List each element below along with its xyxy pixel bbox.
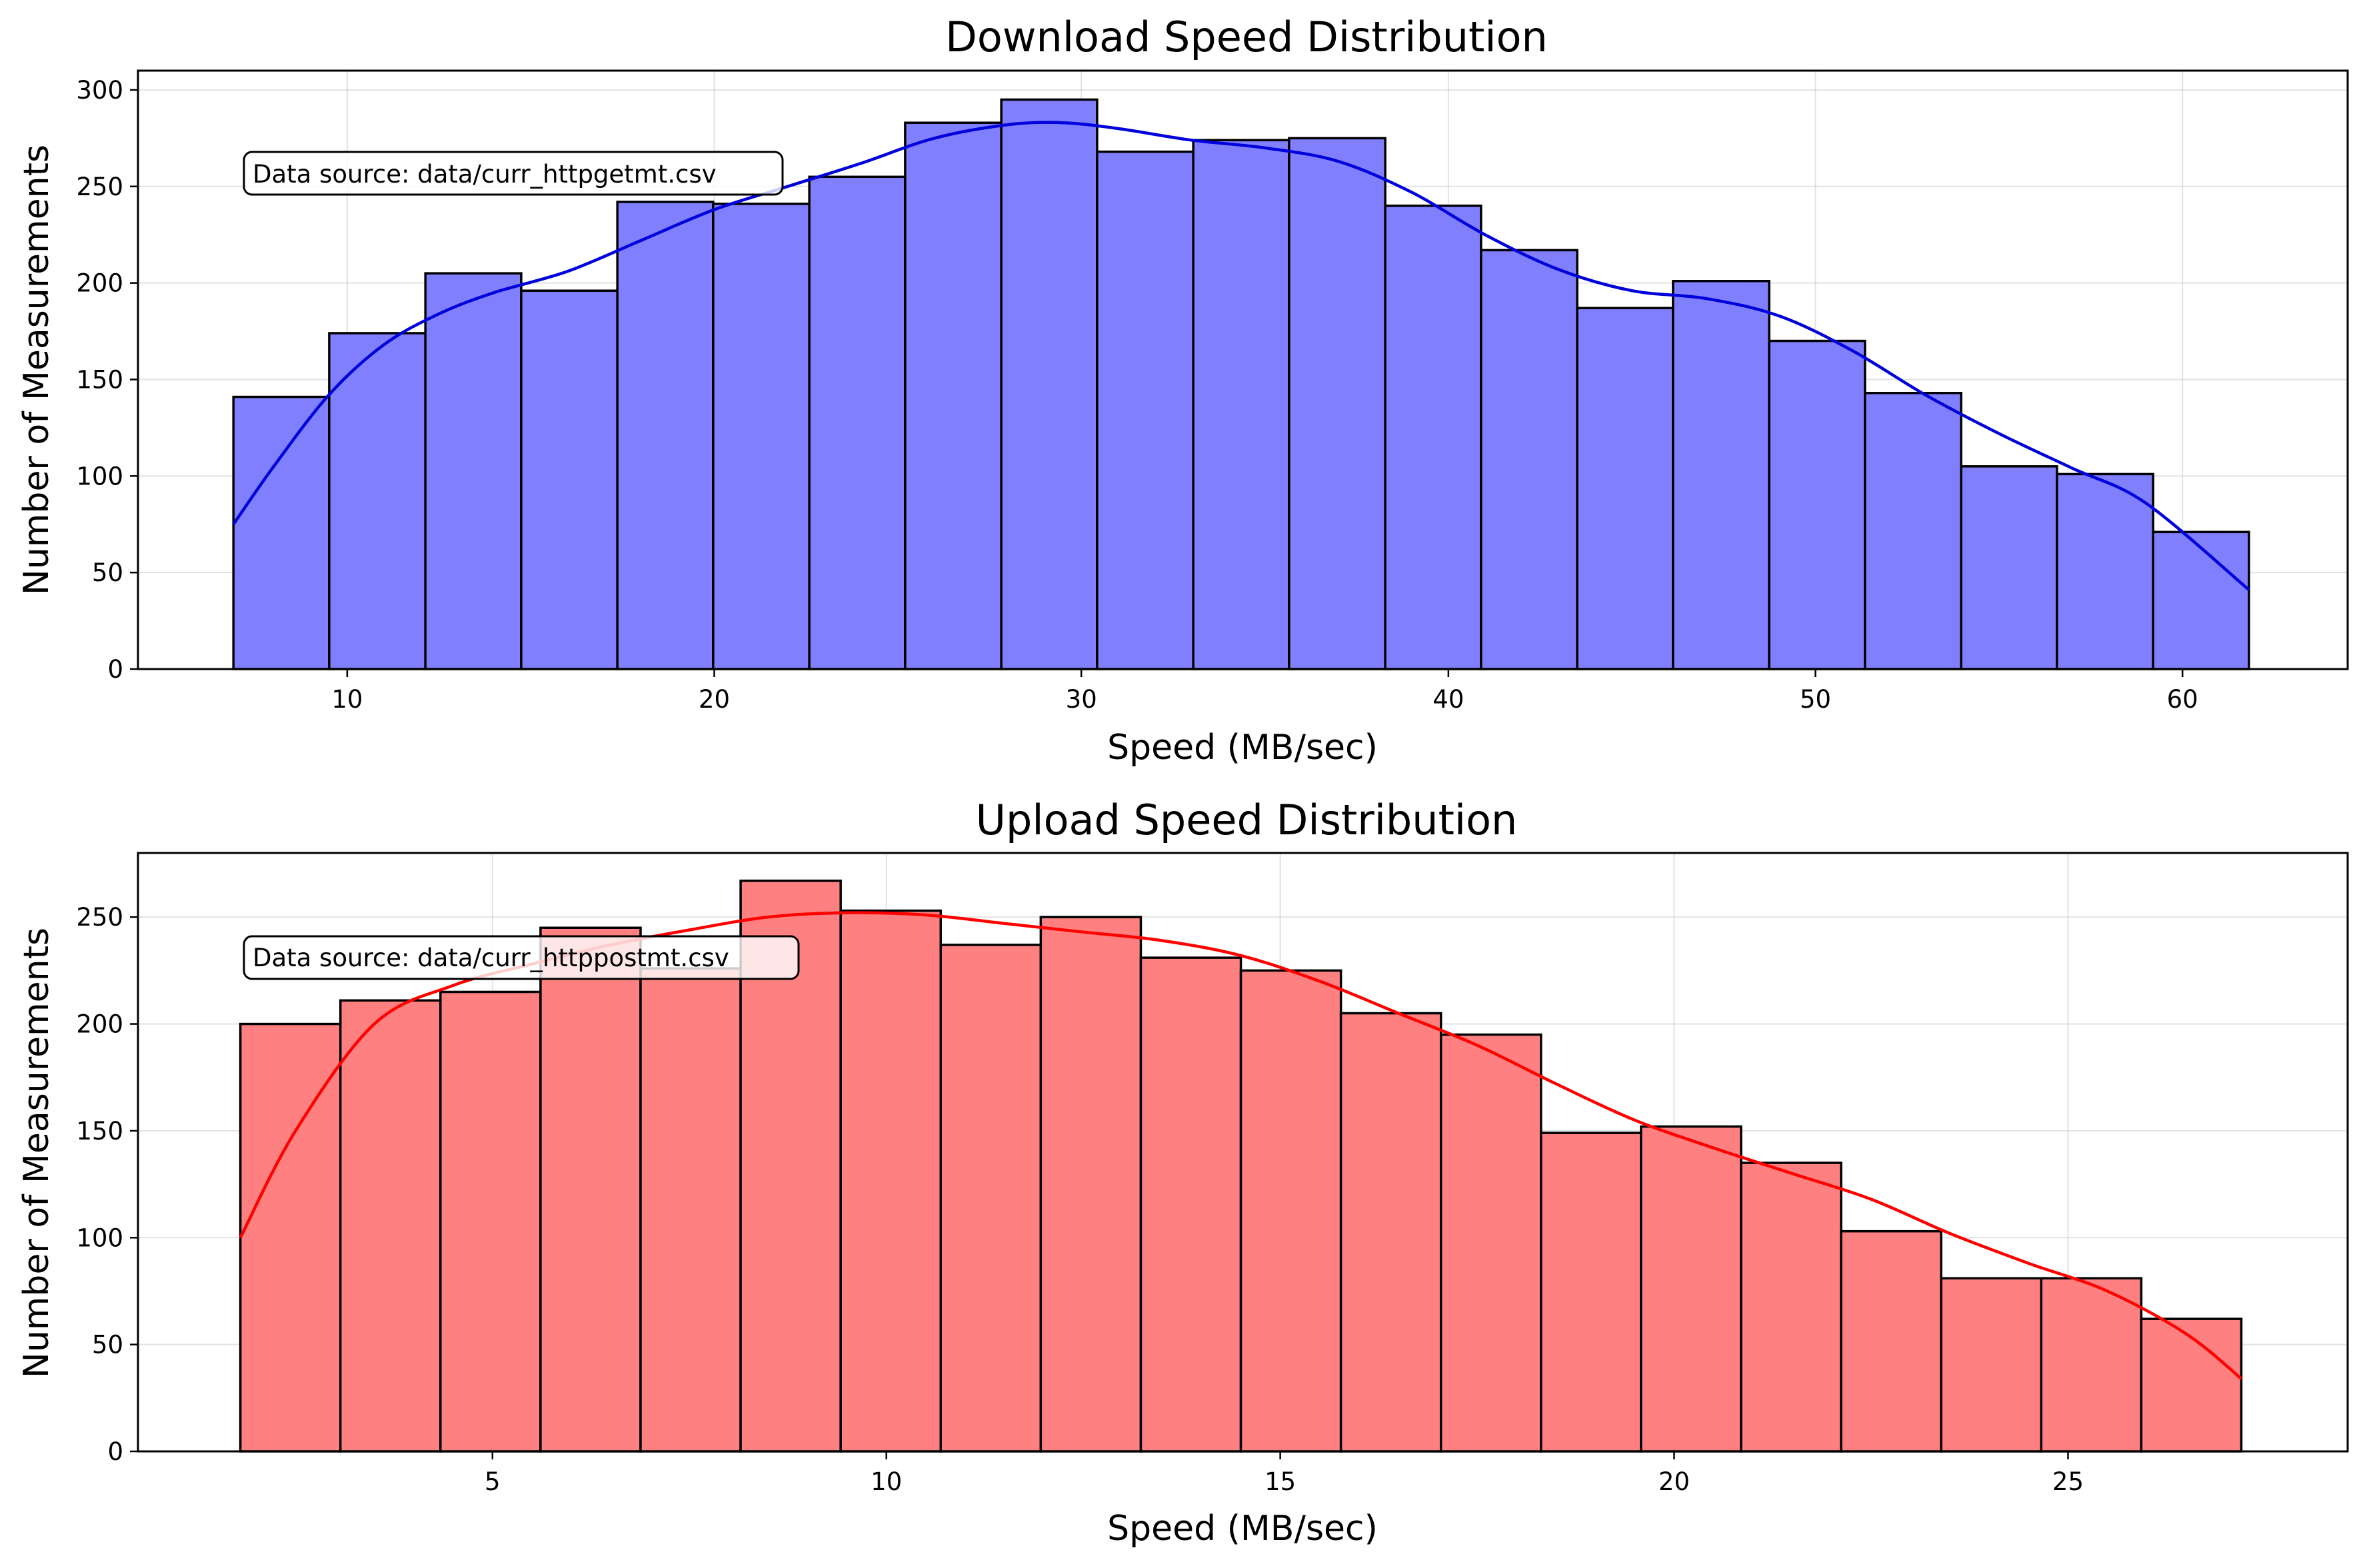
download-y-tick-label: 200 <box>76 269 123 298</box>
upload-histogram-bar <box>1940 1277 2043 1453</box>
upload-y-tick-label: 50 <box>92 1331 123 1359</box>
upload-histogram-bar <box>439 990 542 1453</box>
upload-histogram-bar <box>839 909 943 1453</box>
upload-histogram-bar <box>339 999 442 1453</box>
download-histogram-bar <box>2152 530 2250 670</box>
upload-histogram-bar <box>1039 916 1143 1453</box>
download-histogram-bar <box>232 395 331 670</box>
upload-x-axis-label: Speed (MB/sec) <box>1107 1509 1378 1549</box>
download-x-tick-label: 30 <box>1066 685 1097 714</box>
download-histogram-bar <box>328 332 427 670</box>
download-histogram-bar <box>1192 139 1290 670</box>
upload-histogram-bar <box>239 1022 342 1453</box>
download-annotation: Data source: data/curr_httpgetmt.csv <box>253 160 717 189</box>
upload-histogram-bar <box>1439 1033 1542 1453</box>
download-kde-line <box>232 121 2250 591</box>
upload-annotation-box <box>243 935 800 980</box>
download-x-ticks: 10 20 30 40 50 60 <box>331 669 2198 714</box>
download-y-axis-label: Number of Measurements <box>17 145 57 595</box>
upload-x-tick-label: 20 <box>1658 1467 1690 1496</box>
download-y-tick-label: 250 <box>76 173 123 201</box>
download-histogram-bar <box>2056 472 2154 670</box>
upload-x-tick-label: 10 <box>871 1467 902 1496</box>
download-histogram-bar <box>1096 150 1194 670</box>
download-histogram-bar <box>1480 249 1578 670</box>
upload-annotation: Data source: data/curr_httppostmt.csv <box>253 944 729 972</box>
upload-histogram-bar <box>1339 1012 1442 1453</box>
upload-x-tick-label: 5 <box>485 1467 501 1496</box>
download-y-tick-label: 100 <box>76 462 123 490</box>
upload-x-ticks: 5 10 15 20 25 <box>485 1451 2084 1496</box>
download-histogram-bar <box>520 289 619 670</box>
upload-histogram-bar <box>2040 1277 2143 1453</box>
upload-x-tick-label: 15 <box>1264 1467 1296 1496</box>
download-x-tick-label: 60 <box>2167 685 2198 714</box>
download-histogram-bar <box>1960 465 2058 670</box>
download-x-axis-label: Speed (MB/sec) <box>1107 728 1378 768</box>
upload-histogram-bar <box>1840 1229 1942 1453</box>
download-histogram-bar <box>1864 392 1962 670</box>
download-y-tick-label: 300 <box>76 76 123 105</box>
upload-histogram-bar <box>1139 956 1242 1453</box>
download-histogram-bar <box>1288 137 1386 670</box>
upload-y-tick-label: 100 <box>76 1223 123 1252</box>
download-axes-frame <box>137 69 2349 670</box>
download-title: Download Speed Distribution <box>945 13 1548 61</box>
upload-y-tick-label: 200 <box>76 1010 123 1039</box>
download-y-tick-label: 50 <box>92 558 123 587</box>
download-annotation-box <box>243 151 784 196</box>
download-bars <box>232 98 2250 670</box>
download-histogram-bar <box>1672 279 1770 670</box>
download-histogram-bar <box>424 272 523 670</box>
upload-title: Upload Speed Distribution <box>976 796 1518 844</box>
upload-y-tick-label: 150 <box>76 1117 123 1146</box>
download-y-ticks: 0 50 100 150 200 250 300 <box>76 76 138 684</box>
download-x-tick-label: 20 <box>699 685 730 714</box>
download-histogram-bar <box>1768 339 1866 670</box>
download-x-tick-label: 10 <box>331 685 363 714</box>
upload-x-tick-label: 25 <box>2052 1467 2084 1496</box>
upload-histogram-bar <box>1640 1125 1742 1453</box>
download-panel: Download Speed Distribution 10 20 30 40 50 60… <box>17 13 2349 768</box>
upload-histogram-bar <box>1239 969 1342 1453</box>
download-x-tick-label: 40 <box>1432 685 1464 714</box>
upload-y-tick-label: 250 <box>76 903 123 932</box>
download-histogram-bar <box>616 201 715 670</box>
download-histogram-bar <box>1576 307 1674 670</box>
download-y-tick-label: 150 <box>76 365 123 394</box>
upload-y-ticks: 0 50 100 150 200 250 <box>76 903 138 1466</box>
download-histogram-bar <box>808 175 907 670</box>
upload-histogram-bar <box>639 967 742 1453</box>
download-histogram-bar <box>1000 98 1099 670</box>
download-y-tick-label: 0 <box>107 655 123 684</box>
download-histogram-bar <box>712 203 811 670</box>
upload-axes-frame <box>137 852 2349 1453</box>
upload-histogram-bar <box>2140 1317 2243 1453</box>
upload-y-axis-label: Number of Measurements <box>17 928 57 1378</box>
upload-histogram-bar <box>539 926 642 1453</box>
upload-histogram-bar <box>1740 1162 1842 1453</box>
download-histogram-bar <box>904 121 1003 670</box>
upload-histogram-bar <box>939 944 1043 1453</box>
upload-histogram-bar <box>1540 1132 1642 1453</box>
download-x-tick-label: 50 <box>1800 685 1831 714</box>
upload-panel: Upload Speed Distribution 5 10 15 20 25 0 50 1… <box>17 796 2349 1549</box>
upload-bars <box>239 879 2243 1453</box>
download-histogram-bar <box>1384 205 1482 670</box>
upload-y-tick-label: 0 <box>107 1437 123 1466</box>
